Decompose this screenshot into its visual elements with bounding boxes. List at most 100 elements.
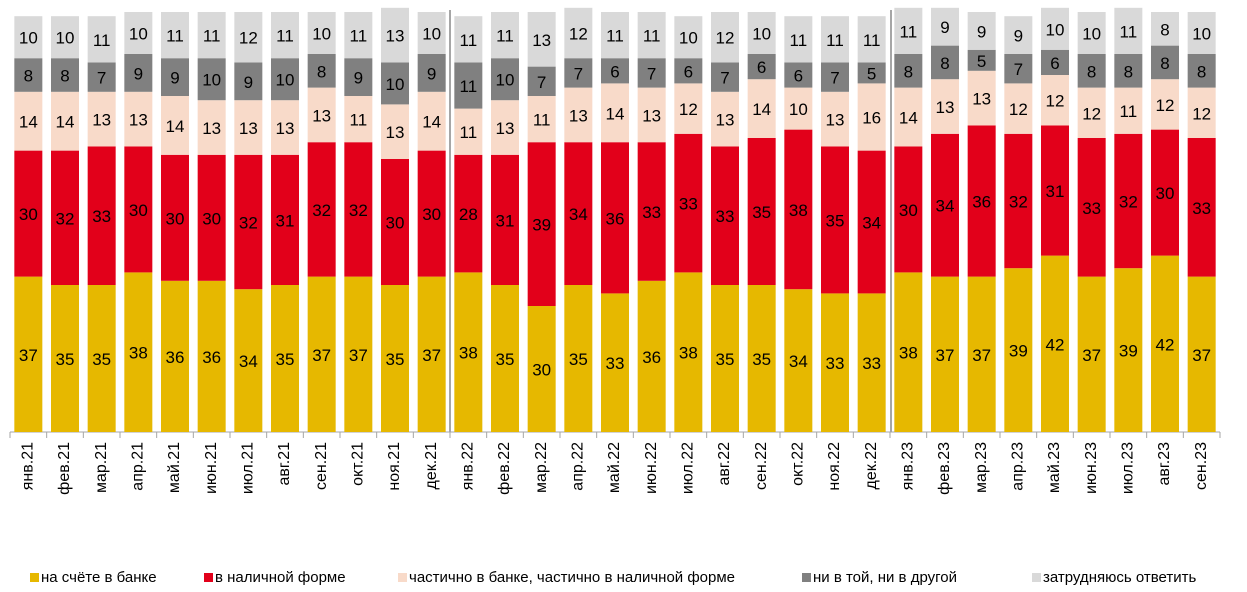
x-tick-label: июл.21 bbox=[240, 442, 257, 494]
bar-segment bbox=[1114, 133, 1143, 269]
bar-segment bbox=[1151, 79, 1179, 130]
x-tick-label: ноя.21 bbox=[386, 442, 403, 491]
bar-segment bbox=[381, 159, 409, 285]
bar-segment bbox=[234, 289, 263, 432]
value-label: 39 bbox=[1119, 342, 1138, 361]
bar-segment bbox=[197, 100, 226, 155]
bar-segment bbox=[417, 276, 446, 432]
value-label: 11 bbox=[1120, 102, 1138, 121]
value-label: 7 bbox=[574, 64, 583, 83]
bar-segment bbox=[711, 12, 739, 63]
bar-segment bbox=[1077, 87, 1106, 138]
bar-segment bbox=[1077, 54, 1106, 88]
bar-segment bbox=[637, 280, 666, 432]
legend-swatch bbox=[30, 573, 39, 582]
value-label: 8 bbox=[317, 62, 326, 81]
value-label: 13 bbox=[532, 31, 551, 50]
bar-segment bbox=[234, 154, 263, 290]
bar-segment bbox=[527, 142, 556, 306]
value-label: 30 bbox=[386, 213, 405, 232]
bar-segment bbox=[784, 62, 813, 88]
value-label: 13 bbox=[642, 106, 661, 125]
value-label: 33 bbox=[716, 207, 735, 226]
bar-segment bbox=[637, 58, 666, 88]
value-label: 12 bbox=[1082, 104, 1101, 123]
x-tick-label: янв.21 bbox=[20, 442, 37, 490]
value-label: 10 bbox=[1046, 20, 1065, 39]
x-tick-label: сен.22 bbox=[753, 442, 770, 490]
value-label: 13 bbox=[569, 106, 588, 125]
x-tick-label: май.23 bbox=[1046, 442, 1063, 493]
value-label: 30 bbox=[899, 201, 918, 220]
value-label: 32 bbox=[1119, 192, 1138, 211]
value-label: 6 bbox=[610, 62, 619, 81]
x-tick-label: окт.21 bbox=[350, 442, 367, 486]
bar-segment bbox=[601, 83, 629, 143]
value-label: 36 bbox=[166, 348, 185, 367]
bar-segment bbox=[711, 146, 739, 285]
x-tick-label: мар.23 bbox=[973, 442, 990, 493]
value-label: 31 bbox=[496, 211, 515, 230]
value-label: 10 bbox=[789, 100, 808, 119]
bar-segment bbox=[747, 12, 776, 54]
value-label: 12 bbox=[679, 100, 698, 119]
value-label: 8 bbox=[904, 62, 913, 81]
bar-segment bbox=[124, 12, 153, 54]
bar-segment bbox=[454, 62, 483, 109]
value-label: 42 bbox=[1046, 335, 1065, 354]
bar-segment bbox=[491, 58, 519, 101]
bar-segment bbox=[967, 49, 996, 71]
value-label: 33 bbox=[826, 354, 845, 373]
value-label: 33 bbox=[92, 207, 111, 226]
bar-segment bbox=[307, 142, 336, 277]
bar-segment bbox=[747, 54, 776, 80]
bar-segment bbox=[527, 96, 556, 143]
bar-segment bbox=[197, 154, 226, 281]
value-label: 38 bbox=[459, 344, 478, 363]
bar-segment bbox=[14, 91, 43, 151]
value-label: 12 bbox=[1156, 96, 1175, 115]
value-label: 13 bbox=[312, 106, 331, 125]
bar-segment bbox=[124, 91, 153, 147]
bar-segment bbox=[87, 16, 116, 63]
value-label: 35 bbox=[752, 203, 771, 222]
value-label: 33 bbox=[642, 203, 661, 222]
bar-segment bbox=[674, 272, 703, 432]
legend-swatch bbox=[1032, 573, 1041, 582]
value-label: 13 bbox=[496, 119, 515, 138]
value-label: 14 bbox=[166, 117, 185, 136]
bar-segment bbox=[491, 12, 519, 59]
value-label: 14 bbox=[56, 113, 75, 132]
value-label: 13 bbox=[716, 111, 735, 130]
value-label: 11 bbox=[900, 22, 918, 41]
bar-segment bbox=[1114, 268, 1143, 432]
value-label: 13 bbox=[92, 111, 111, 130]
value-label: 30 bbox=[19, 205, 38, 224]
value-label: 6 bbox=[757, 58, 766, 77]
value-label: 33 bbox=[1192, 199, 1211, 218]
bar-segment bbox=[857, 83, 886, 151]
value-label: 36 bbox=[642, 348, 661, 367]
bar-segment bbox=[1077, 276, 1106, 432]
value-label: 12 bbox=[1009, 100, 1028, 119]
value-label: 7 bbox=[830, 69, 839, 88]
value-label: 12 bbox=[1192, 104, 1211, 123]
value-label: 11 bbox=[643, 27, 661, 46]
value-label: 10 bbox=[1192, 24, 1211, 43]
value-label: 11 bbox=[166, 27, 184, 46]
bar-segment bbox=[564, 58, 593, 88]
bar-segment bbox=[527, 12, 556, 67]
bar-segment bbox=[51, 285, 79, 432]
value-label: 13 bbox=[129, 111, 148, 130]
value-label: 8 bbox=[24, 66, 33, 85]
value-label: 8 bbox=[1124, 62, 1133, 81]
value-label: 13 bbox=[826, 111, 845, 130]
value-label: 14 bbox=[422, 113, 441, 132]
value-label: 32 bbox=[56, 209, 75, 228]
value-label: 35 bbox=[569, 350, 588, 369]
value-label: 11 bbox=[790, 31, 808, 50]
value-label: 10 bbox=[276, 71, 295, 90]
legend-swatch bbox=[204, 573, 213, 582]
value-label: 11 bbox=[203, 27, 221, 46]
value-label: 34 bbox=[569, 205, 588, 224]
